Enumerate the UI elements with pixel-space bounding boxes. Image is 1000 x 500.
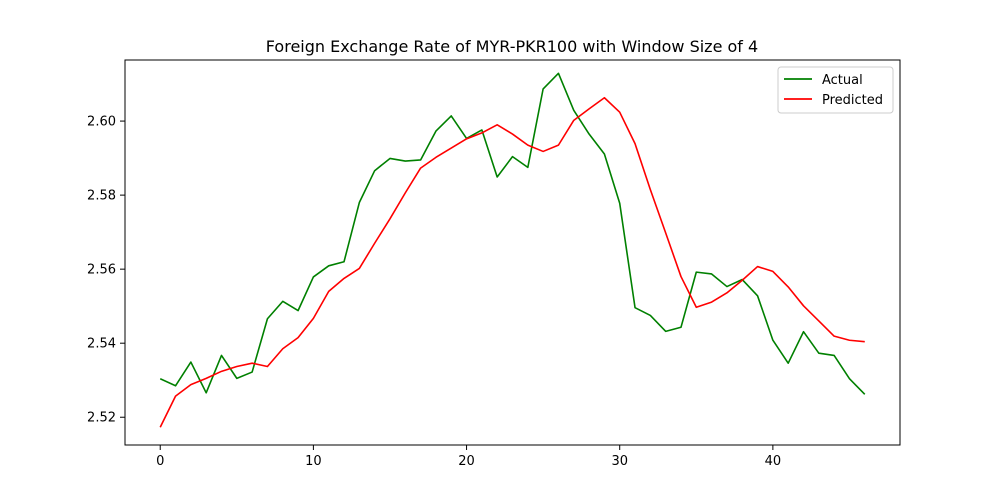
y-tick-label: 2.56 (87, 263, 116, 278)
series-line-actual (159, 72, 866, 395)
series-line-predicted (159, 96, 865, 428)
plot-lines (159, 72, 866, 428)
x-tick-label: 40 (765, 454, 782, 469)
x-tick-label: 0 (156, 454, 164, 469)
chart-title: Foreign Exchange Rate of MYR-PKR100 with… (266, 37, 758, 56)
y-tick-label: 2.60 (87, 115, 116, 130)
legend: Actual Predicted (777, 66, 894, 114)
y-tick-label: 2.52 (87, 411, 116, 426)
y-tick-label: 2.54 (87, 337, 116, 352)
x-tick-label: 20 (458, 454, 475, 469)
y-axis: 2.52 2.54 2.56 2.58 2.60 (87, 115, 125, 426)
x-tick-label: 10 (305, 454, 322, 469)
legend-label-actual: Actual (822, 73, 863, 88)
plot-frame (124, 59, 901, 446)
y-tick-label: 2.58 (87, 189, 116, 204)
x-axis: 0 10 20 30 40 (156, 445, 781, 469)
legend-label-predicted: Predicted (822, 93, 883, 108)
x-tick-label: 30 (611, 454, 628, 469)
